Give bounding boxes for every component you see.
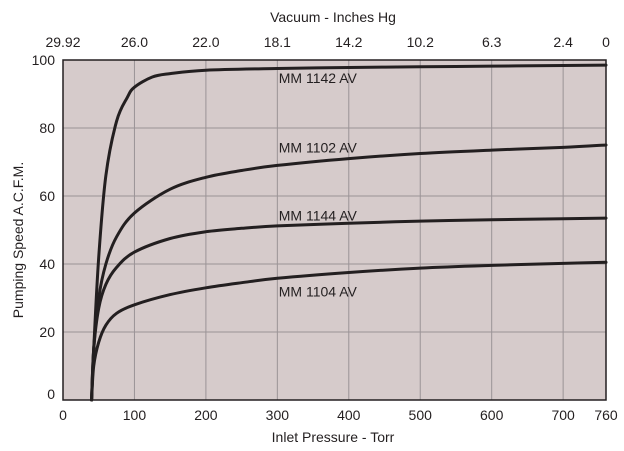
series-line xyxy=(90,143,608,402)
y-tick-label: 100 xyxy=(32,52,56,68)
series-label: MM 1102 AV xyxy=(279,139,358,155)
x-tick-label: 300 xyxy=(266,407,290,423)
plot-area xyxy=(63,60,606,400)
x-tick-label: 760 xyxy=(594,407,618,423)
series-line xyxy=(90,216,608,402)
y-axis-tick-labels: 0 20 40 60 80 100 xyxy=(32,52,56,402)
top-tick-label: 10.2 xyxy=(407,34,434,50)
series-curves xyxy=(90,63,608,402)
x-axis-title: Inlet Pressure - Torr xyxy=(272,429,395,445)
top-tick-label: 26.0 xyxy=(121,34,148,50)
x-tick-label: 400 xyxy=(337,407,361,423)
top-tick-label: 2.4 xyxy=(553,34,573,50)
series-line xyxy=(90,260,608,402)
vertical-gridlines xyxy=(133,60,564,400)
x-tick-label: 0 xyxy=(59,407,67,423)
top-tick-label: 0 xyxy=(602,34,610,50)
y-tick-label: 40 xyxy=(39,256,55,272)
top-tick-label: 22.0 xyxy=(192,34,219,50)
y-tick-label: 0 xyxy=(47,386,55,402)
top-tick-label: 14.2 xyxy=(335,34,362,50)
top-axis-title: Vacuum - Inches Hg xyxy=(270,9,396,25)
top-axis-tick-labels: 29.92 26.0 22.0 18.1 14.2 10.2 6.3 2.4 0 xyxy=(45,34,610,50)
y-tick-label: 60 xyxy=(39,188,55,204)
x-tick-label: 500 xyxy=(409,407,433,423)
series-label: MM 1142 AV xyxy=(279,70,358,86)
series-label: MM 1104 AV xyxy=(279,283,358,299)
top-tick-label: 6.3 xyxy=(482,34,502,50)
x-tick-label: 200 xyxy=(194,407,218,423)
x-tick-label: 600 xyxy=(480,407,504,423)
y-axis-title: Pumping Speed A.C.F.M. xyxy=(10,162,26,318)
series-line xyxy=(90,63,608,402)
top-tick-label: 29.92 xyxy=(45,34,80,50)
x-tick-label: 700 xyxy=(551,407,575,423)
x-tick-label: 100 xyxy=(123,407,147,423)
series-labels: MM 1142 AV MM 1102 AV MM 1144 AV MM 1104 AV xyxy=(279,70,358,299)
x-axis-tick-labels: 0 100 200 300 400 500 600 700 760 xyxy=(59,407,618,423)
series-label: MM 1144 AV xyxy=(279,207,358,223)
y-tick-label: 80 xyxy=(39,120,55,136)
plot-frame xyxy=(62,59,607,401)
top-tick-label: 18.1 xyxy=(264,34,291,50)
y-tick-label: 20 xyxy=(39,324,55,340)
